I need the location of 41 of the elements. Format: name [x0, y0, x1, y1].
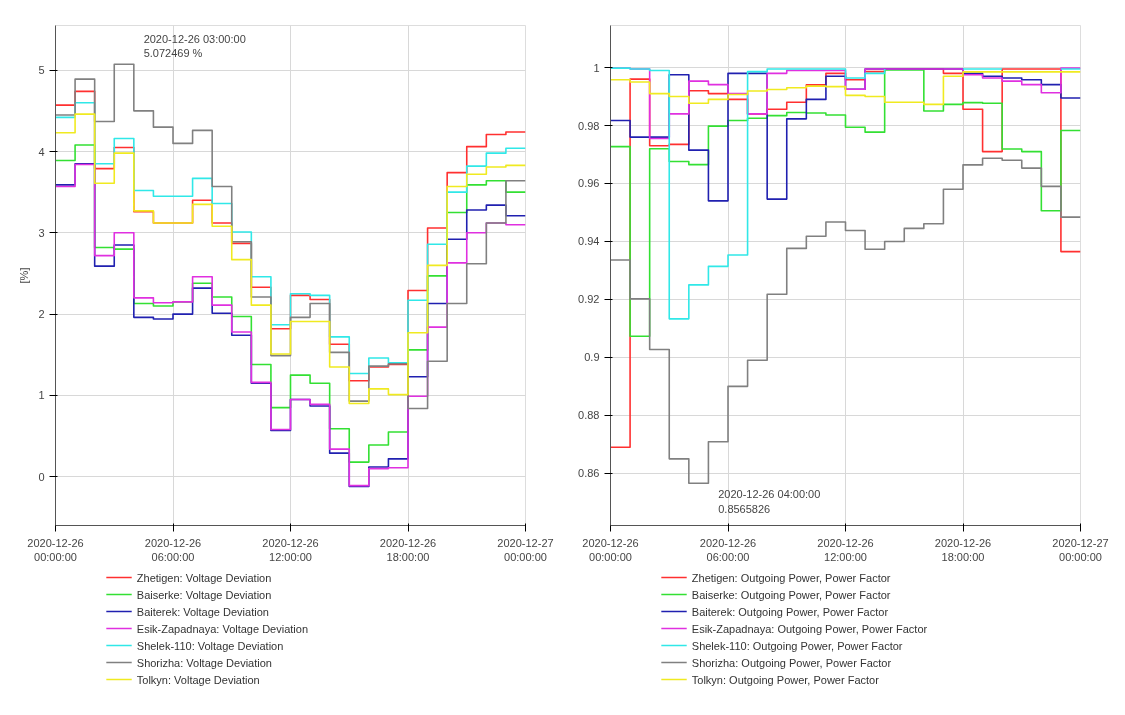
y-tick-label: 0 — [38, 470, 45, 483]
annotation: 2020-12-26 03:00:00 5.072469 % — [143, 32, 246, 60]
y-tick-label: 2 — [38, 308, 45, 321]
legend-label: Shelek-110: Outgoing Power, Power Factor — [691, 639, 903, 652]
legend-label: Esik-Zapadnaya: Voltage Deviation — [136, 622, 309, 635]
x-tick-label: 2020-12-27 00:00:00 — [1052, 536, 1109, 563]
y-tick-label: 0.98 — [578, 119, 600, 132]
x-tick-label: 2020-12-26 12:00:00 — [817, 536, 874, 563]
legend-label: Shorizha: Voltage Deviation — [136, 656, 272, 669]
legend-label: Baiterek: Outgoing Power, Power Factor — [691, 605, 889, 618]
y-tick-label: 0.9 — [584, 351, 600, 364]
x-tick-label: 2020-12-26 12:00:00 — [262, 536, 319, 563]
legend-label: Baiserke: Voltage Deviation — [136, 588, 272, 601]
x-tick-label: 2020-12-27 00:00:00 — [497, 536, 554, 563]
legend-label: Baiserke: Outgoing Power, Power Factor — [691, 588, 891, 601]
x-tick-label: 2020-12-26 06:00:00 — [144, 536, 202, 563]
y-tick-label: 5 — [38, 64, 45, 77]
legend-label: Zhetigen: Outgoing Power, Power Factor — [691, 571, 891, 584]
x-tick-label: 2020-12-26 06:00:00 — [699, 536, 757, 563]
y-tick-label: 1 — [593, 61, 600, 74]
y-tick-label: 0.88 — [578, 409, 600, 422]
legend-label: Shorizha: Outgoing Power, Power Factor — [691, 656, 892, 669]
y-tick-label: 4 — [38, 145, 45, 158]
x-tick-label: 2020-12-26 18:00:00 — [379, 536, 437, 563]
y-tick-label: 1 — [38, 389, 45, 402]
legend-label: Tolkyn: Outgoing Power, Power Factor — [691, 673, 880, 686]
y-tick-label: 3 — [38, 226, 45, 239]
y-axis-title: [%] — [18, 267, 31, 284]
y-tick-label: 0.94 — [578, 235, 600, 248]
x-tick-label: 2020-12-26 00:00:00 — [27, 536, 84, 563]
annotation: 2020-12-26 04:00:00 0.8565826 — [718, 488, 821, 515]
x-tick-label: 2020-12-26 18:00:00 — [934, 536, 992, 563]
legend-label: Shelek-110: Voltage Deviation — [136, 639, 284, 652]
legend-label: Tolkyn: Voltage Deviation — [136, 673, 260, 686]
y-tick-label: 0.92 — [578, 293, 600, 306]
y-tick-label: 0.96 — [578, 177, 600, 190]
legend-label: Zhetigen: Voltage Deviation — [136, 571, 272, 584]
y-tick-label: 0.86 — [578, 467, 600, 480]
x-tick-label: 2020-12-26 00:00:00 — [582, 536, 639, 563]
legend-label: Esik-Zapadnaya: Outgoing Power, Power Factor — [691, 622, 928, 635]
legend-label: Baiterek: Voltage Deviation — [136, 605, 269, 618]
